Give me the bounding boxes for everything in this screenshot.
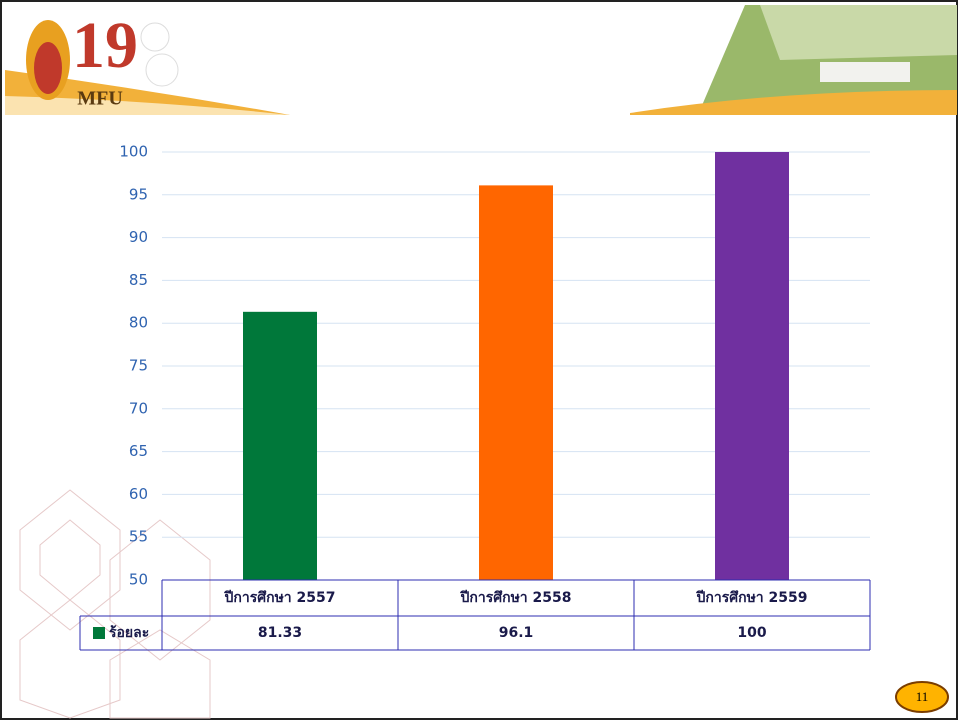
data-label: 81.33 <box>258 625 302 641</box>
logo: 19 MFU <box>26 9 179 110</box>
page-number-badge <box>895 681 949 713</box>
y-tick-label: 70 <box>129 399 148 417</box>
y-tick-label: 80 <box>129 314 148 332</box>
background-pattern <box>19 489 211 719</box>
y-tick-label: 85 <box>129 271 148 289</box>
y-tick-label: 95 <box>129 185 148 203</box>
logo-number: 19 <box>72 9 138 82</box>
y-tick-label: 55 <box>129 528 148 546</box>
logo-flower <box>140 22 170 52</box>
bar <box>715 152 789 580</box>
header-picture <box>630 5 957 115</box>
data-label: 100 <box>737 625 766 641</box>
bar <box>479 185 553 580</box>
chart: 50 55 60 65 70 75 80 85 90 95 100 ปีการศึกษา 2557 ปี… <box>79 143 871 651</box>
y-tick-label: 50 <box>129 571 148 589</box>
logo-emblem-inner <box>34 42 62 94</box>
y-tick-label: 65 <box>129 442 148 460</box>
data-label: 96.1 <box>499 625 534 641</box>
legend-label: ร้อยละ <box>109 625 149 641</box>
header-swoosh-left-light <box>5 96 290 115</box>
logo-flower <box>145 53 179 87</box>
y-tick-label: 100 <box>119 143 148 161</box>
x-tick-label: ปีการศึกษา 2557 <box>223 589 336 606</box>
y-tick-label: 75 <box>129 357 148 375</box>
x-tick-label: ปีการศึกษา 2558 <box>459 589 572 606</box>
x-tick-label: ปีการศึกษา 2559 <box>695 589 808 606</box>
legend-swatch <box>93 627 105 639</box>
bar <box>243 311 317 580</box>
logo-text: MFU <box>77 88 123 110</box>
y-tick-label: 60 <box>129 485 148 503</box>
y-tick-label: 90 <box>129 228 148 246</box>
page-number: 11 <box>916 689 929 704</box>
